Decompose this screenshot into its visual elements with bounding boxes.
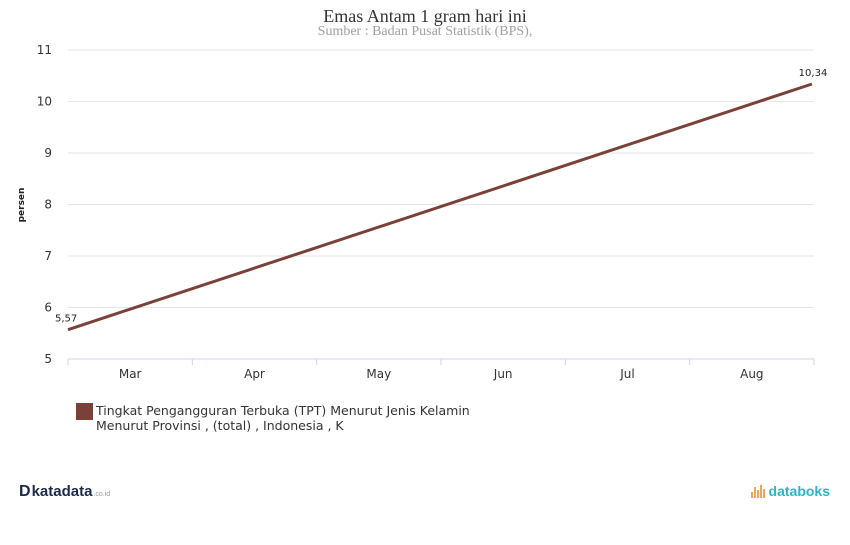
data-label: 5,57 <box>55 314 77 325</box>
series-layer: 5,57 10,34 <box>55 68 828 332</box>
katadata-name: katadata <box>31 483 93 500</box>
databoks-name: databoks <box>768 483 830 499</box>
x-tick-label: Jun <box>493 367 513 381</box>
katadata-mark-icon: D <box>19 483 31 500</box>
y-tick-label: 6 <box>44 301 52 315</box>
y-tick-label: 8 <box>44 198 52 212</box>
katadata-logo: D katadata .co.id <box>19 483 110 501</box>
katadata-tld: .co.id <box>93 491 111 498</box>
data-label: 10,34 <box>799 68 828 79</box>
grid-lines <box>68 49 814 308</box>
line-chart: 5 6 7 8 9 10 11 Mar Apr May Jun Jul Aug 5,57 10,34 p… <box>17 43 828 381</box>
databoks-logo: databoks <box>750 483 830 499</box>
x-tick-label: Apr <box>244 367 265 381</box>
series-line <box>67 82 813 332</box>
legend-label: Tingkat Pengangguran Terbuka (TPT) Menur… <box>96 403 470 433</box>
x-tick-label: May <box>366 367 391 381</box>
legend-swatch <box>76 403 93 420</box>
x-tick-label: Jul <box>619 367 634 381</box>
y-tick-label: 10 <box>37 95 52 109</box>
y-tick-label: 9 <box>44 146 52 160</box>
y-axis-label: persen <box>17 188 27 223</box>
x-tick-label: Aug <box>740 367 763 381</box>
y-axis-ticks: 5 6 7 8 9 10 11 <box>37 43 52 366</box>
y-tick-label: 7 <box>44 249 52 263</box>
legend: Tingkat Pengangguran Terbuka (TPT) Menur… <box>76 403 516 433</box>
y-tick-label: 5 <box>44 352 52 366</box>
y-tick-label: 11 <box>37 43 52 57</box>
x-tick-label: Mar <box>119 367 142 381</box>
chart-title: Emas Antam 1 gram hari ini <box>323 6 527 26</box>
chart-subtitle: Sumber : Badan Pusat Statistik (BPS), <box>317 24 533 39</box>
x-axis: Mar Apr May Jun Jul Aug <box>67 358 815 381</box>
databoks-bars-icon <box>750 484 766 498</box>
